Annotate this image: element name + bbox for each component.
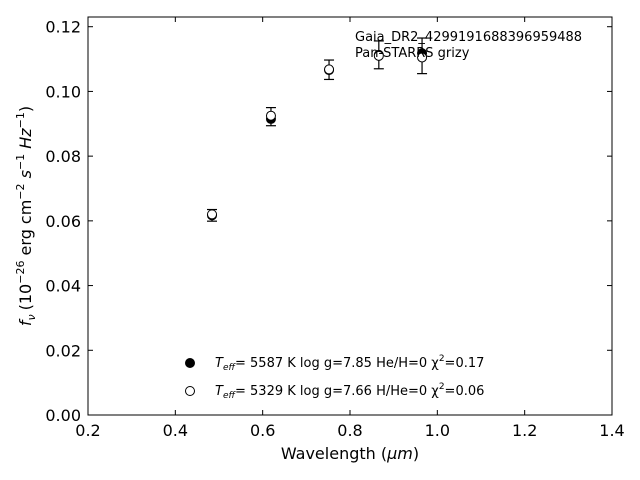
y-tick-label: 0.08 — [45, 147, 81, 166]
x-axis-label: Wavelength (μm) — [281, 444, 419, 463]
annotation-object-id: Gaia_DR2_4299191688396959488 — [355, 30, 582, 45]
y-tick-label: 0.04 — [45, 277, 81, 296]
legend-entry-2: Teff= 5329 K log g=7.66 H/He=0 χ2=0.06 — [215, 382, 484, 401]
y-tick-label: 0.00 — [45, 406, 81, 425]
y-tick-label: 0.02 — [45, 341, 81, 360]
y-axis-label: fν(10−26 erg cm−2 s−1 Hz−1) — [14, 106, 38, 326]
x-tick-label: 0.8 — [337, 421, 362, 440]
y-tick-label: 0.12 — [45, 18, 81, 37]
y-tick-label: 0.06 — [45, 212, 81, 231]
model-point-open — [373, 50, 384, 61]
x-tick-label: 0.6 — [250, 421, 275, 440]
x-tick-label: 0.2 — [75, 421, 100, 440]
legend-entry-1: Teff= 5587 K log g=7.85 He/H=0 χ2=0.17 — [215, 354, 484, 373]
model-point-open — [417, 52, 428, 63]
plot-frame — [87, 16, 613, 416]
legend-marker-open — [185, 386, 195, 396]
x-tick-label: 1.2 — [512, 421, 537, 440]
annotation-survey: Pan-STARRS grizy — [355, 46, 470, 61]
model-point-open — [324, 64, 335, 75]
model-point-open — [207, 209, 218, 220]
y-tick-label: 0.10 — [45, 82, 81, 101]
model-point-open — [265, 110, 276, 121]
x-tick-label: 1.0 — [425, 421, 450, 440]
x-tick-label: 1.4 — [599, 421, 624, 440]
legend: Teff= 5587 K log g=7.85 He/H=0 χ2=0.17 T… — [185, 354, 484, 401]
marks-layer — [207, 37, 428, 222]
x-tick-label: 0.4 — [163, 421, 188, 440]
ticks-layer: 0.2 0.4 0.6 0.8 1.0 1.2 1.4 0.00 0.02 0.04 0.06 0.0… — [45, 17, 625, 440]
legend-marker-filled — [185, 358, 195, 368]
